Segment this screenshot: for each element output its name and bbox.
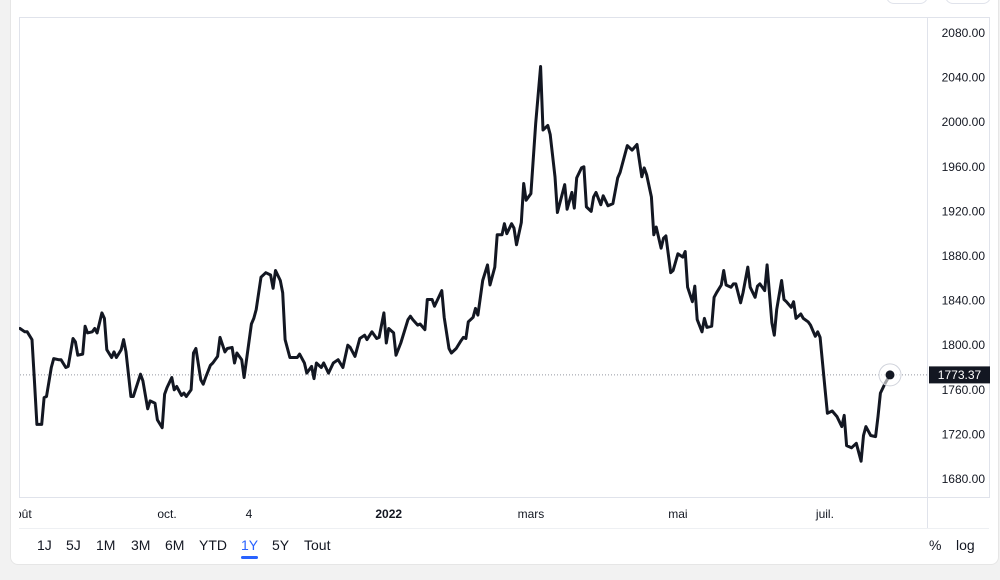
y-tick-label: 1720.00 <box>942 427 986 441</box>
time-axis[interactable]: août oct. 4 2022 mars mai juil. <box>8 507 834 521</box>
y-tick-label: 1840.00 <box>942 294 986 308</box>
x-tick-label: août <box>8 507 32 521</box>
range-button-5j[interactable]: 5J <box>66 537 81 553</box>
divider <box>19 528 989 529</box>
range-button-ytd[interactable]: YTD <box>199 537 227 553</box>
range-button-1j[interactable]: 1J <box>37 537 52 553</box>
price-axis[interactable]: 1680.00 1720.00 1760.00 1800.00 1840.00 1880.… <box>942 26 986 486</box>
range-selector: 1J 5J 1M 3M 6M YTD 1Y 5Y Tout % log <box>0 536 1000 560</box>
y-tick-label: 1880.00 <box>942 249 986 263</box>
y-tick-label: 1760.00 <box>942 383 986 397</box>
range-button-1y[interactable]: 1Y <box>241 537 259 559</box>
y-tick-label: 1680.00 <box>942 472 986 486</box>
x-tick-label: 4 <box>246 507 253 521</box>
y-tick-label: 1800.00 <box>942 338 986 352</box>
x-tick-label: mai <box>668 507 687 521</box>
range-button-1m[interactable]: 1M <box>96 537 116 553</box>
y-tick-label: 2080.00 <box>942 26 986 40</box>
y-tick-label: 1920.00 <box>942 204 986 218</box>
range-button-all[interactable]: Tout <box>304 537 331 553</box>
percent-scale-toggle[interactable]: % <box>929 537 942 553</box>
last-price-label: 1773.37 <box>938 368 982 382</box>
last-point-marker[interactable] <box>885 370 895 380</box>
x-tick-label: 2022 <box>375 507 402 521</box>
range-button-6m[interactable]: 6M <box>165 537 185 553</box>
price-series-line <box>19 65 892 463</box>
log-scale-toggle[interactable]: log <box>956 537 975 553</box>
range-button-3m[interactable]: 3M <box>131 537 151 553</box>
range-button-5y[interactable]: 5Y <box>272 537 290 553</box>
last-price-label-bg <box>929 366 990 384</box>
x-tick-label: juil. <box>815 507 834 521</box>
y-tick-label: 2040.00 <box>942 71 986 85</box>
x-tick-label: mars <box>518 507 545 521</box>
pane-border <box>19 17 990 498</box>
y-tick-label: 2000.00 <box>942 115 986 129</box>
chart-card <box>10 0 999 565</box>
y-tick-label: 1960.00 <box>942 160 986 174</box>
x-tick-label: oct. <box>157 507 176 521</box>
